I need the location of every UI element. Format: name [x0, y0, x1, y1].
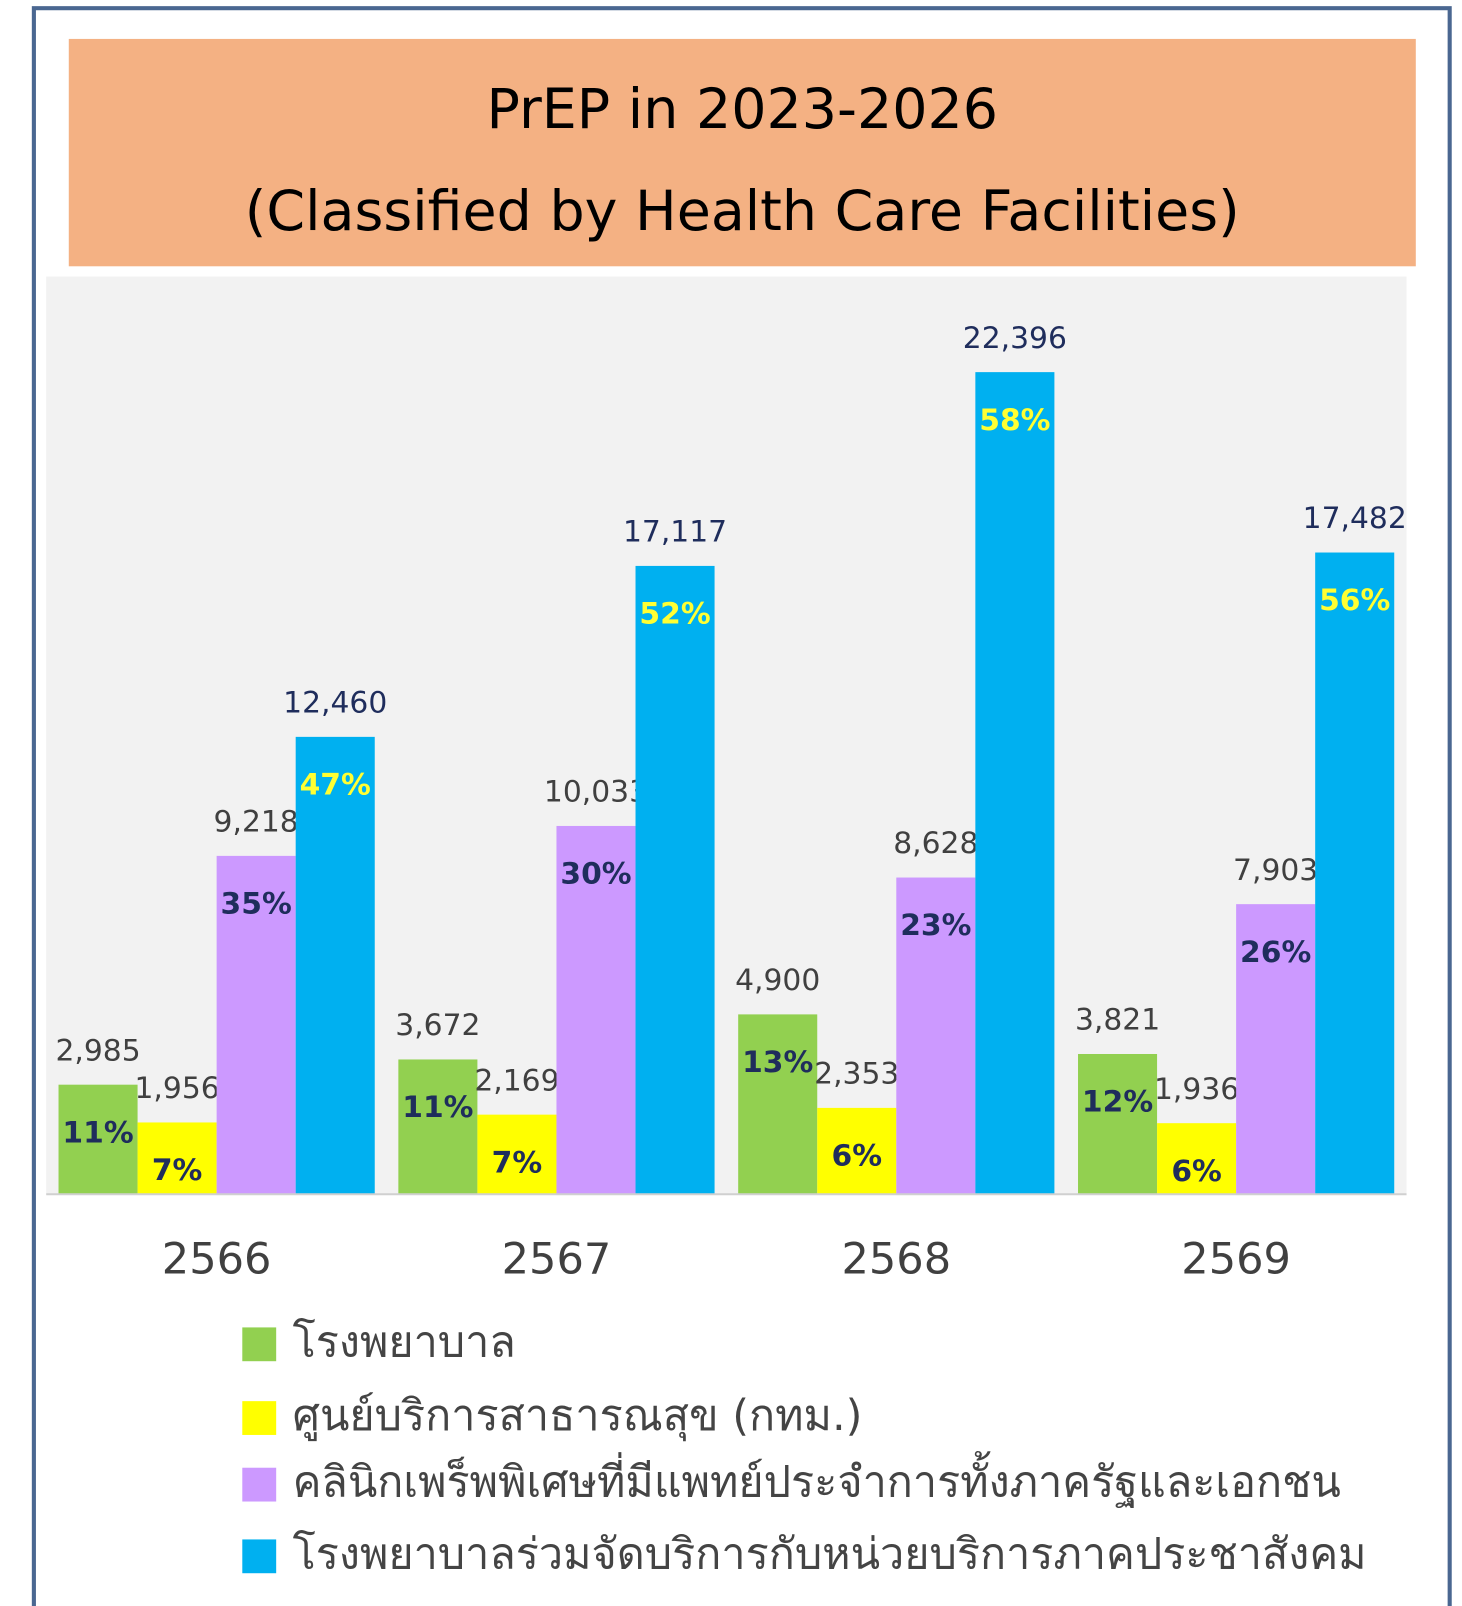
share-label: 6%: [832, 1139, 883, 1174]
x-tick-label: 2569: [1181, 1234, 1291, 1284]
legend-label: คลินิกเพร็พพิเศษที่มีแพทย์ประจำการทั้งภา…: [293, 1451, 1341, 1508]
value-label: 2,985: [55, 1033, 140, 1068]
value-label: 12,460: [283, 686, 387, 721]
chart-title: PrEP in 2023-2026: [487, 78, 999, 142]
share-label: 52%: [639, 597, 710, 632]
share-label: 11%: [402, 1090, 473, 1125]
value-label: 4,900: [735, 963, 820, 998]
value-label: 10,033: [544, 775, 648, 810]
bar: [738, 1014, 818, 1195]
bar: [1157, 1123, 1237, 1195]
value-label: 3,672: [395, 1008, 480, 1043]
legend-swatch: [242, 1401, 277, 1435]
value-label: 17,482: [1303, 501, 1407, 536]
legend-label: โรงพยาบาล: [293, 1317, 516, 1367]
share-label: 13%: [742, 1045, 813, 1080]
bar: [635, 565, 715, 1195]
share-label: 35%: [221, 887, 292, 922]
bar: [216, 855, 296, 1195]
title-box: [68, 38, 1416, 267]
bar: [137, 1122, 217, 1195]
value-label: 8,628: [893, 826, 978, 861]
x-tick-label: 2566: [162, 1234, 272, 1284]
bar: [556, 825, 636, 1195]
value-label: 3,821: [1075, 1003, 1160, 1038]
share-label: 26%: [1240, 935, 1311, 970]
bar: [58, 1084, 138, 1195]
share-label: 58%: [979, 403, 1050, 438]
share-label: 30%: [560, 857, 631, 892]
value-label: 7,903: [1233, 853, 1318, 888]
value-label: 9,218: [214, 805, 299, 840]
bar: [398, 1059, 478, 1195]
value-label: 2,353: [814, 1057, 899, 1092]
share-label: 12%: [1082, 1085, 1153, 1120]
share-label: 11%: [62, 1115, 133, 1150]
x-tick-label: 2567: [502, 1234, 612, 1284]
legend-swatch: [242, 1327, 277, 1362]
bar: [896, 877, 976, 1195]
bar: [295, 736, 375, 1195]
bar: [1078, 1053, 1158, 1195]
bar: [975, 372, 1055, 1195]
legend-swatch: [242, 1539, 277, 1574]
share-label: 7%: [152, 1153, 203, 1188]
value-label: 2,169: [474, 1063, 559, 1098]
x-tick-label: 2568: [841, 1234, 951, 1284]
legend-label: ศูนย์บริการสาธารณสุข (กทม.): [293, 1391, 863, 1442]
legend-label: โรงพยาบาลร่วมจัดบริการกับหน่วยบริการภาคป…: [293, 1529, 1367, 1579]
value-label: 1,936: [1154, 1072, 1239, 1107]
share-label: 23%: [900, 908, 971, 943]
value-label: 22,396: [963, 321, 1067, 356]
bar: [1315, 552, 1395, 1195]
share-label: 47%: [300, 768, 371, 803]
share-label: 6%: [1171, 1154, 1222, 1189]
value-label: 1,956: [135, 1071, 220, 1106]
bar: [817, 1107, 897, 1195]
bar: [477, 1114, 557, 1195]
bar: [1236, 904, 1316, 1195]
share-label: 7%: [492, 1145, 543, 1180]
value-label: 17,117: [623, 515, 727, 550]
chart-subtitle: (Classified by Health Care Facilities): [245, 180, 1240, 244]
legend-swatch: [242, 1467, 277, 1502]
share-label: 56%: [1319, 583, 1390, 618]
